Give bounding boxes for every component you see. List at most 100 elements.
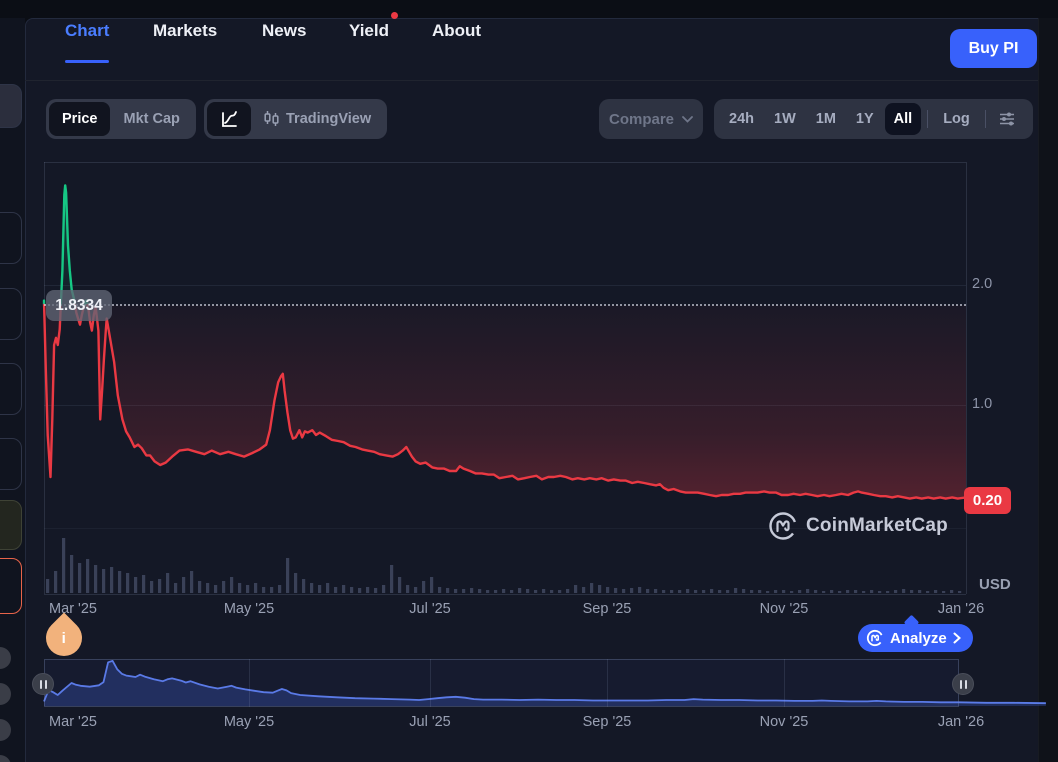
notification-dot [391, 12, 398, 19]
nav-gridline [430, 659, 431, 707]
buy-pi-label: Buy PI [968, 39, 1019, 57]
range-1m[interactable]: 1M [807, 103, 845, 135]
edge-widget-highlighted[interactable] [0, 558, 22, 614]
nav-axis-tick: May '25 [223, 714, 275, 730]
coinmarketcap-logo-icon [769, 512, 797, 540]
edge-widget[interactable] [0, 438, 22, 490]
price-mktcap-toggle: Price Mkt Cap [46, 99, 196, 139]
divider [927, 110, 929, 128]
edge-avatar[interactable] [0, 647, 11, 669]
currency-label: USD [979, 576, 1011, 593]
range-24h[interactable]: 24h [720, 103, 763, 135]
chart-settings-button[interactable] [992, 103, 1022, 135]
watermark-label: CoinMarketCap [806, 515, 948, 536]
range-1y-label: 1Y [855, 111, 874, 127]
left-page-edge [0, 18, 25, 762]
active-tab-underline [65, 60, 110, 63]
current-price-badge: 0.20 [964, 487, 1011, 514]
range-1w[interactable]: 1W [765, 103, 805, 135]
tab-about-label: About [432, 21, 482, 40]
edge-avatar[interactable] [0, 719, 11, 741]
brush-handle-right[interactable] [952, 673, 974, 695]
toggle-tradingview[interactable]: TradingView [251, 102, 384, 136]
coinmarketcap-watermark: CoinMarketCap [768, 511, 948, 541]
analyze-button[interactable]: Analyze [858, 624, 973, 652]
divider [984, 110, 986, 128]
log-scale-button[interactable]: Log [934, 103, 979, 135]
info-pin-label: i [61, 629, 67, 647]
current-price-value: 0.20 [972, 492, 1003, 509]
right-page-gutter [1038, 18, 1058, 762]
reference-price-tooltip: 1.8334 [46, 290, 112, 321]
tab-about[interactable]: About [432, 0, 481, 62]
tab-yield[interactable]: Yield [349, 0, 398, 62]
analyze-label: Analyze [890, 629, 947, 647]
nav-axis-tick: Jan '26 [937, 714, 985, 730]
toggle-mktcap-label: Mkt Cap [123, 111, 180, 127]
sliders-icon [999, 112, 1014, 126]
plot-border-bottom [44, 594, 966, 595]
edge-widget[interactable] [0, 212, 22, 264]
brush-selection[interactable] [44, 659, 959, 707]
x-axis-tick: Sep '25 [582, 601, 632, 617]
toggle-price[interactable]: Price [49, 102, 111, 136]
tab-news-label: News [262, 21, 307, 40]
toggle-price-label: Price [62, 111, 98, 127]
analyze-cmc-icon [866, 629, 884, 647]
gridline-2 [44, 285, 966, 286]
nav-gridline [607, 659, 608, 707]
brush-handle-left[interactable] [32, 673, 54, 695]
edge-widget[interactable] [0, 500, 22, 550]
tab-chart[interactable]: Chart [65, 0, 110, 63]
log-label: Log [943, 111, 970, 127]
toggle-mktcap[interactable]: Mkt Cap [110, 102, 192, 136]
timeframe-group: 24h 1W 1M 1Y All Log [714, 99, 1033, 139]
pane-separator [44, 528, 966, 529]
tradingview-label: TradingView [286, 111, 372, 127]
range-1m-label: 1M [815, 111, 836, 127]
x-axis-tick: Jan '26 [937, 601, 985, 617]
nav-axis-tick: Nov '25 [759, 714, 809, 730]
chart-type-toggle: TradingView [204, 99, 388, 139]
tab-yield-label: Yield [349, 21, 389, 40]
nav-axis-tick: Mar '25 [49, 714, 97, 730]
range-all-label: All [893, 111, 913, 127]
range-1y[interactable]: 1Y [847, 103, 883, 135]
line-chart-icon [221, 110, 237, 127]
x-axis-tick: Jul '25 [409, 601, 451, 617]
y-axis-tick-1: 1.0 [972, 396, 993, 412]
reference-price-value: 1.8334 [55, 296, 103, 314]
reference-price-line [44, 304, 966, 306]
compare-button[interactable]: Compare [599, 99, 703, 139]
compare-label: Compare [608, 110, 675, 128]
edge-widget[interactable] [0, 288, 22, 340]
x-axis-tick: May '25 [223, 601, 275, 617]
edge-avatar[interactable] [0, 683, 11, 705]
tab-markets[interactable]: Markets [153, 0, 217, 62]
candlestick-icon [264, 111, 279, 126]
plot-border-top [44, 162, 966, 163]
nav-axis-tick: Sep '25 [582, 714, 632, 730]
edge-avatar[interactable] [0, 755, 11, 762]
tab-chart-label: Chart [65, 21, 110, 40]
tab-markets-label: Markets [153, 21, 218, 40]
nav-axis-tick: Jul '25 [409, 714, 451, 730]
toggle-line-chart[interactable] [207, 102, 251, 136]
chevron-down-icon [682, 115, 693, 123]
x-axis-tick: Mar '25 [49, 601, 97, 617]
x-axis-tick: Nov '25 [759, 601, 809, 617]
range-1w-label: 1W [774, 111, 796, 127]
tab-news[interactable]: News [262, 0, 306, 62]
gridline-1 [44, 405, 966, 406]
edge-widget[interactable] [0, 84, 22, 128]
plot-border-right [966, 162, 967, 594]
buy-pi-button[interactable]: Buy PI [950, 29, 1037, 68]
y-axis-tick-2: 2.0 [972, 276, 993, 292]
nav-gridline [249, 659, 250, 707]
range-24h-label: 24h [729, 111, 754, 127]
plot-border-left [44, 162, 45, 594]
range-all[interactable]: All [884, 103, 922, 135]
edge-widget[interactable] [0, 363, 22, 415]
module-tab-bar [25, 18, 1038, 81]
